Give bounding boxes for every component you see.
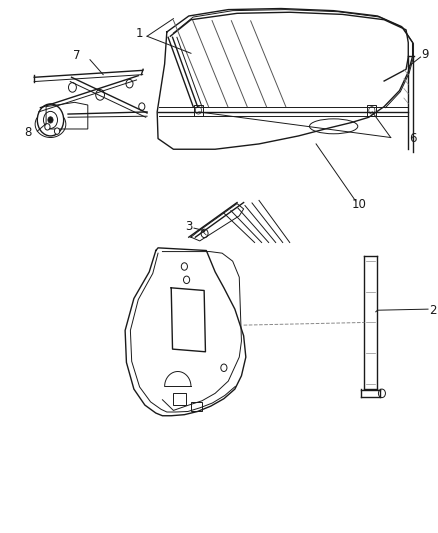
Circle shape (68, 83, 76, 92)
Text: 7: 7 (73, 50, 81, 62)
Circle shape (138, 103, 145, 110)
Circle shape (181, 263, 187, 270)
Circle shape (95, 90, 104, 100)
Bar (173, 393, 185, 405)
Circle shape (378, 389, 385, 398)
Circle shape (48, 117, 53, 123)
FancyBboxPatch shape (367, 105, 375, 116)
Circle shape (220, 364, 226, 372)
Circle shape (54, 128, 60, 134)
FancyBboxPatch shape (194, 105, 202, 116)
Circle shape (45, 124, 50, 130)
Text: 9: 9 (420, 49, 428, 61)
Circle shape (126, 79, 133, 88)
Text: 3: 3 (185, 220, 192, 233)
Text: 2: 2 (428, 304, 436, 317)
Circle shape (201, 229, 208, 238)
Text: 6: 6 (408, 132, 416, 145)
Text: 1: 1 (135, 27, 143, 39)
Bar (191, 402, 201, 411)
Text: 8: 8 (24, 126, 31, 139)
Text: 10: 10 (351, 198, 366, 211)
Circle shape (183, 276, 189, 284)
